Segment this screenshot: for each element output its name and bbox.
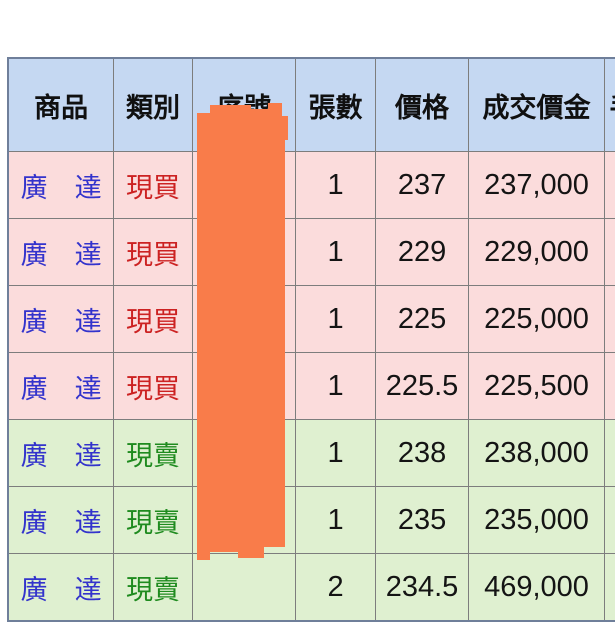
amount-cell: 229,000: [468, 218, 605, 286]
product-cell: 廣 達: [7, 419, 115, 487]
price-cell: 225: [374, 285, 470, 353]
fee-cell: [603, 285, 615, 353]
transactions-table: 商品 類別 序號 張數 價格 成交價金 手續費 廣 達 現買 1 237 237…: [7, 57, 615, 622]
type-cell: 現買: [113, 151, 193, 219]
header-fee: 手續費: [603, 57, 615, 152]
redaction-overlay: [197, 103, 288, 560]
qty-cell: 1: [295, 218, 376, 286]
product-cell: 廣 達: [7, 486, 115, 554]
table-row: 廣 達 現買 1 229 229,000: [7, 218, 615, 286]
qty-cell: 1: [295, 151, 376, 219]
amount-cell: 225,500: [468, 352, 605, 420]
serial-cell: [191, 553, 297, 622]
qty-cell: 1: [295, 285, 376, 353]
amount-cell: 469,000: [468, 553, 605, 622]
transactions-table-wrap: 商品 類別 序號 張數 價格 成交價金 手續費 廣 達 現買 1 237 237…: [7, 57, 615, 635]
fee-cell: [603, 553, 615, 622]
type-cell: 現賣: [113, 419, 193, 487]
table-row: 廣 達 現賣 2 234.5 469,000: [7, 553, 615, 622]
fee-cell: [603, 151, 615, 219]
qty-cell: 1: [295, 486, 376, 554]
amount-cell: 237,000: [468, 151, 605, 219]
amount-cell: 225,000: [468, 285, 605, 353]
header-product: 商品: [7, 57, 115, 152]
type-cell: 現賣: [113, 553, 193, 622]
product-cell: 廣 達: [7, 553, 115, 622]
type-cell: 現賣: [113, 486, 193, 554]
price-cell: 237: [374, 151, 470, 219]
profit-summary: 損益：22,504(台幣) 筆數 :7 (頁次 1/1): [8, 6, 578, 96]
qty-cell: 1: [295, 419, 376, 487]
product-cell: 廣 達: [7, 285, 115, 353]
product-cell: 廣 達: [7, 352, 115, 420]
qty-cell: 2: [295, 553, 376, 622]
price-cell: 238: [374, 419, 470, 487]
fee-cell: [603, 486, 615, 554]
header-qty: 張數: [295, 57, 376, 152]
product-cell: 廣 達: [7, 151, 115, 219]
price-cell: 234.5: [374, 553, 470, 622]
price-cell: 225.5: [374, 352, 470, 420]
type-cell: 現買: [113, 352, 193, 420]
table-row: 廣 達 現賣 1 235 235,000: [7, 486, 615, 554]
table-row: 廣 達 現買 1 225.5 225,500: [7, 352, 615, 420]
fee-cell: [603, 419, 615, 487]
price-cell: 235: [374, 486, 470, 554]
fee-cell: [603, 352, 615, 420]
table-row: 廣 達 現買 1 225 225,000: [7, 285, 615, 353]
amount-cell: 235,000: [468, 486, 605, 554]
header-row: 商品 類別 序號 張數 價格 成交價金 手續費: [7, 57, 615, 152]
type-cell: 現買: [113, 285, 193, 353]
header-price: 價格: [374, 57, 470, 152]
product-cell: 廣 達: [7, 218, 115, 286]
header-amount: 成交價金: [468, 57, 605, 152]
table-row: 廣 達 現賣 1 238 238,000: [7, 419, 615, 487]
price-cell: 229: [374, 218, 470, 286]
table-row: 廣 達 現買 1 237 237,000: [7, 151, 615, 219]
amount-cell: 238,000: [468, 419, 605, 487]
qty-cell: 1: [295, 352, 376, 420]
header-type: 類別: [113, 57, 193, 152]
type-cell: 現買: [113, 218, 193, 286]
fee-cell: [603, 218, 615, 286]
